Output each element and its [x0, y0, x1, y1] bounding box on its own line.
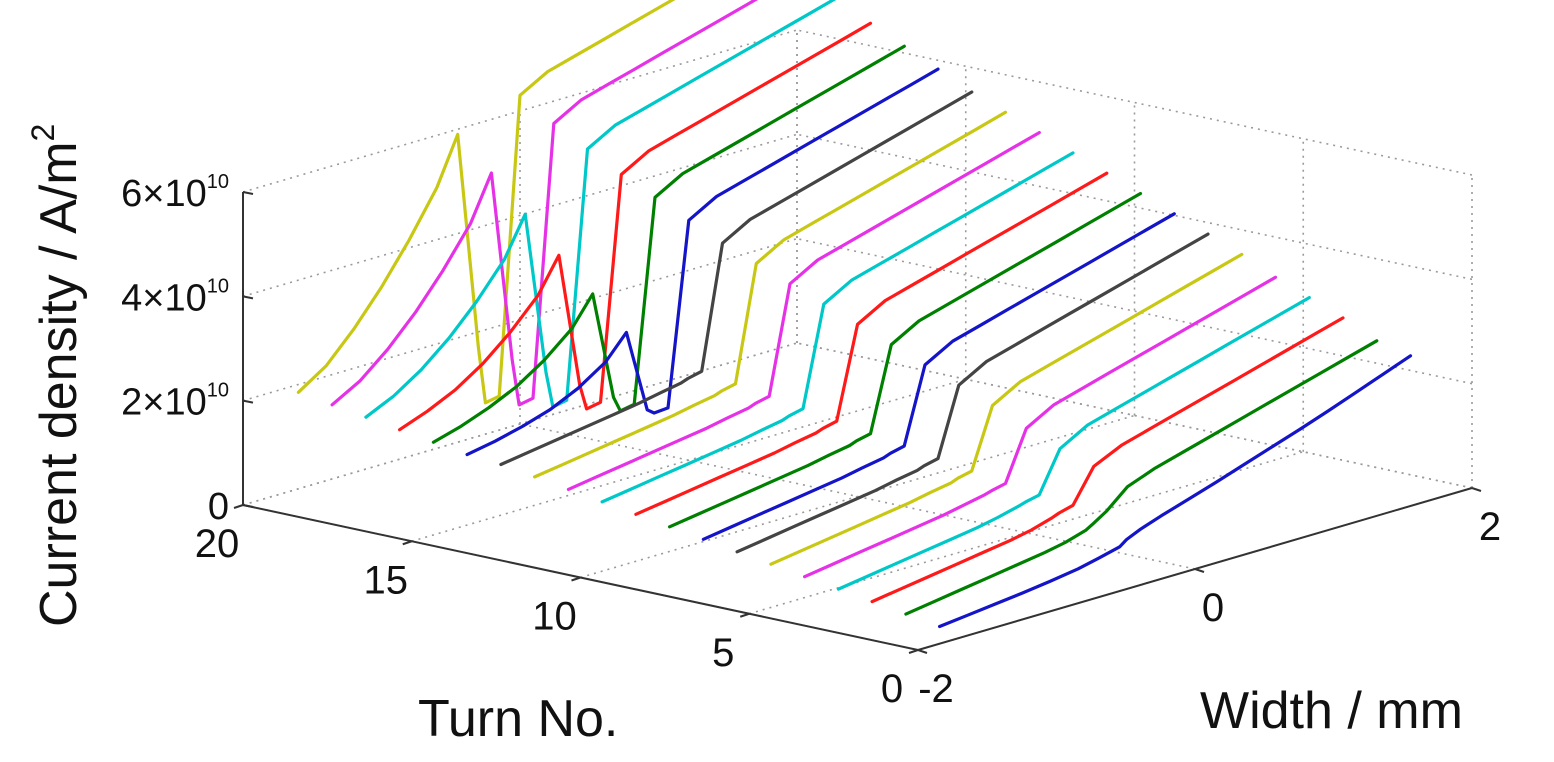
series-line-turn-7: [735, 232, 1210, 554]
z-tick-label-0: 0: [208, 486, 229, 528]
series-line-turn-11: [600, 151, 1075, 504]
axes: [233, 191, 1482, 654]
z-tick-mantissa: 6×10: [121, 173, 207, 215]
series-line-turn-5: [803, 275, 1278, 579]
turn-tick-2: [571, 576, 581, 582]
turn-tick-label-20: 20: [195, 522, 240, 566]
z-axis-label: Current density / A/m2: [25, 124, 88, 627]
z-tick-exponent: 10: [207, 380, 229, 402]
series-line-turn-3: [870, 316, 1345, 604]
series-line-turn-18: [364, 0, 837, 419]
x-axis-label: Turn No.: [418, 690, 618, 748]
series-line-turn-1: [938, 354, 1413, 629]
z-tick-label-3: 6×1010: [121, 171, 229, 215]
series-line-turn-17: [398, 21, 873, 432]
z-tick-mantissa: 0: [208, 486, 229, 528]
series-line-turn-4: [836, 296, 1311, 591]
series-line-turn-14: [499, 90, 974, 467]
y-axis-label: Width / mm: [1200, 682, 1463, 740]
z-tick-1: [242, 399, 254, 404]
width-tick-2: [1471, 487, 1482, 492]
z-axis-label-text: Current density / A/m: [30, 141, 88, 627]
grid-floor-width-1: [519, 423, 1196, 570]
grid-back-horizontal-2: [242, 133, 798, 298]
series-line-turn-2: [904, 339, 1379, 616]
z-tick-0: [242, 504, 254, 508]
z-tick-mantissa: 4×10: [121, 277, 207, 319]
width-tick-label-0: 0: [1202, 586, 1224, 630]
series-line-turn-12: [566, 131, 1041, 491]
turn-tick-label-0: 0: [881, 667, 903, 711]
series-group: [296, 0, 1413, 629]
grid-side-horizontal-2: [796, 133, 1473, 281]
series-line-turn-9: [668, 191, 1143, 529]
series-line-turn-10: [634, 171, 1109, 516]
z-tick-label-2: 4×1010: [121, 275, 229, 319]
z-tick-exponent: 10: [207, 275, 229, 297]
z-tick-label-1: 2×1010: [121, 380, 229, 424]
series-line-turn-15: [465, 67, 940, 457]
series-line-turn-6: [769, 252, 1244, 566]
z-tick-exponent: 10: [207, 171, 229, 193]
turn-tick-0: [908, 649, 919, 654]
z-tick-3: [242, 191, 254, 195]
turn-tick-3: [402, 540, 413, 546]
grid-floor-turn-3: [411, 378, 966, 543]
turn-tick-1: [739, 612, 750, 618]
turn-tick-label-5: 5: [712, 631, 734, 675]
grid-side-horizontal-1: [796, 237, 1473, 385]
grid-floor-width-2: [796, 342, 1473, 489]
z-axis-label-superscript: 2: [25, 124, 61, 142]
turn-tick-label-15: 15: [364, 558, 409, 602]
width-tick-label-2: 2: [1479, 505, 1501, 549]
grid-floor-turn-2: [580, 414, 1135, 579]
z-tick-2: [242, 295, 254, 300]
grid-lines: [242, 29, 1473, 651]
grid-side-horizontal-3: [796, 29, 1473, 176]
series-line-turn-20: [296, 0, 676, 405]
grid-floor-turn-4: [242, 342, 798, 506]
width-tick-1: [1194, 568, 1205, 573]
width-tick-label--2: -2: [918, 667, 954, 711]
turn-tick-4: [233, 504, 244, 509]
z-tick-mantissa: 2×10: [121, 382, 207, 424]
series-line-turn-16: [431, 44, 906, 444]
turn-tick-label-10: 10: [532, 595, 577, 639]
series-line-turn-19: [330, 0, 759, 407]
series-line-turn-8: [701, 212, 1176, 541]
series-line-turn-13: [533, 110, 1008, 479]
width-tick-0: [917, 649, 928, 654]
